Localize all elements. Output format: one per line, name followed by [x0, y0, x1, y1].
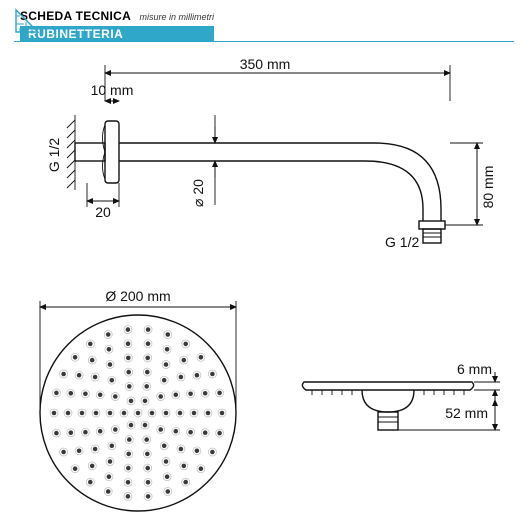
dim-head-diameter: Ø 200 mm — [105, 288, 170, 304]
dim-head-thickness: 6 mm — [457, 361, 492, 377]
header: SCHEDA TECNICA misure in millimetri RUBI… — [14, 8, 214, 42]
header-subtitle: misure in millimetri — [140, 12, 215, 22]
dim-head-height: 52 mm — [445, 405, 488, 421]
head-side-drawing: 6 mm 52 mm — [292, 350, 522, 470]
dim-drop: 80 mm — [480, 166, 496, 209]
brand-line: SCHEDA TECNICA misure in millimetri RUBI… — [14, 8, 214, 42]
dim-inlet-thread: G 1/2 — [46, 138, 62, 172]
head-top-drawing: Ø 200 mm — [18, 285, 258, 525]
dim-flange-thick: 10 mm — [91, 82, 134, 98]
arm-drawing: 350 mm 10 mm G 1/2 20 ⌀ 20 80 mm G 1/2 — [45, 55, 515, 275]
dim-flange-proj: 20 — [95, 204, 111, 220]
brand-underline — [14, 41, 514, 42]
brand-bar: RUBINETTERIA — [20, 26, 214, 42]
dim-total-length: 350 mm — [240, 56, 291, 72]
dim-outlet-thread: G 1/2 — [385, 234, 419, 250]
dim-pipe-dia: ⌀ 20 — [190, 179, 206, 207]
